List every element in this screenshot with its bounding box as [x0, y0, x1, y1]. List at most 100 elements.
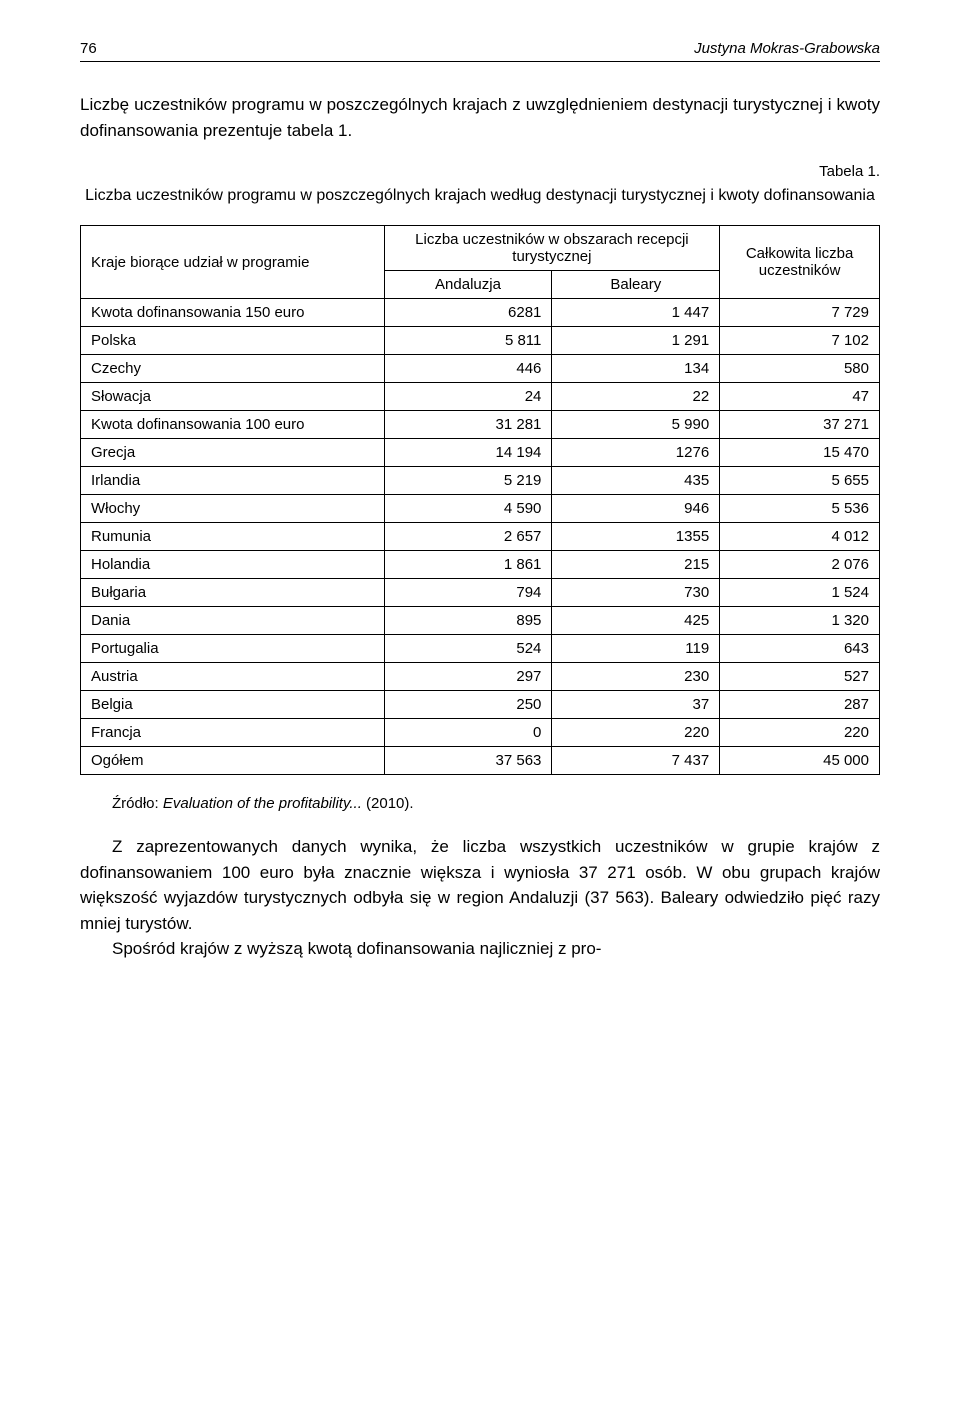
row-label: Holandia: [81, 551, 385, 579]
row-label: Słowacja: [81, 383, 385, 411]
table-source: Źródło: Evaluation of the profitability.…: [80, 795, 880, 812]
row-value-baleary: 425: [552, 607, 720, 635]
page-header: 76 Justyna Mokras-Grabowska: [80, 40, 880, 62]
row-value-total: 37 271: [720, 411, 880, 439]
row-value-andaluzja: 37 563: [384, 747, 552, 775]
row-label: Polska: [81, 327, 385, 355]
intro-paragraph: Liczbę uczestników programu w poszczegól…: [80, 92, 880, 143]
table-row: Austria297230527: [81, 663, 880, 691]
row-value-total: 2 076: [720, 551, 880, 579]
source-italic: Evaluation of the profitability...: [163, 795, 362, 812]
row-value-baleary: 230: [552, 663, 720, 691]
row-value-total: 287: [720, 691, 880, 719]
row-value-total: 527: [720, 663, 880, 691]
row-label: Kwota dofinansowania 100 euro: [81, 411, 385, 439]
header-col-group-participants: Liczba uczestników w obszarach recepcji …: [384, 226, 720, 271]
row-value-baleary: 5 990: [552, 411, 720, 439]
body-paragraph-1: Z zaprezentowanych danych wynika, że lic…: [80, 834, 880, 936]
row-label: Bułgaria: [81, 579, 385, 607]
row-value-andaluzja: 2 657: [384, 523, 552, 551]
row-label: Kwota dofinansowania 150 euro: [81, 299, 385, 327]
table-row: Portugalia524119643: [81, 635, 880, 663]
row-label: Belgia: [81, 691, 385, 719]
row-value-baleary: 7 437: [552, 747, 720, 775]
row-value-andaluzja: 297: [384, 663, 552, 691]
row-value-andaluzja: 446: [384, 355, 552, 383]
row-value-andaluzja: 14 194: [384, 439, 552, 467]
header-col-countries: Kraje biorące udział w programie: [81, 226, 385, 299]
table-row: Czechy446134580: [81, 355, 880, 383]
row-value-andaluzja: 524: [384, 635, 552, 663]
row-value-total: 47: [720, 383, 880, 411]
data-table: Kraje biorące udział w programie Liczba …: [80, 225, 880, 775]
row-value-total: 643: [720, 635, 880, 663]
row-value-andaluzja: 31 281: [384, 411, 552, 439]
row-value-andaluzja: 0: [384, 719, 552, 747]
table-row: Rumunia2 65713554 012: [81, 523, 880, 551]
row-label: Dania: [81, 607, 385, 635]
row-value-total: 580: [720, 355, 880, 383]
table-row: Holandia1 8612152 076: [81, 551, 880, 579]
page-number: 76: [80, 40, 97, 57]
source-suffix: (2010).: [362, 795, 414, 812]
row-value-baleary: 1 291: [552, 327, 720, 355]
source-prefix: Źródło:: [112, 795, 163, 812]
header-col-total: Całkowita liczba uczestników: [720, 226, 880, 299]
row-value-andaluzja: 4 590: [384, 495, 552, 523]
row-label: Włochy: [81, 495, 385, 523]
row-value-baleary: 220: [552, 719, 720, 747]
row-value-total: 45 000: [720, 747, 880, 775]
row-value-baleary: 22: [552, 383, 720, 411]
row-value-baleary: 1 447: [552, 299, 720, 327]
row-value-total: 5 655: [720, 467, 880, 495]
table-body: Kwota dofinansowania 150 euro62811 4477 …: [81, 299, 880, 775]
row-label: Ogółem: [81, 747, 385, 775]
row-value-baleary: 946: [552, 495, 720, 523]
row-value-baleary: 134: [552, 355, 720, 383]
row-value-andaluzja: 895: [384, 607, 552, 635]
row-value-andaluzja: 6281: [384, 299, 552, 327]
table-row: Kwota dofinansowania 150 euro62811 4477 …: [81, 299, 880, 327]
body-paragraph-2: Spośród krajów z wyższą kwotą dofinansow…: [80, 936, 880, 962]
row-value-baleary: 215: [552, 551, 720, 579]
table-caption: Liczba uczestników programu w poszczegól…: [80, 185, 880, 207]
row-label: Grecja: [81, 439, 385, 467]
row-value-andaluzja: 250: [384, 691, 552, 719]
row-value-baleary: 37: [552, 691, 720, 719]
row-value-andaluzja: 1 861: [384, 551, 552, 579]
table-row: Włochy4 5909465 536: [81, 495, 880, 523]
row-value-total: 1 524: [720, 579, 880, 607]
row-value-andaluzja: 794: [384, 579, 552, 607]
row-value-andaluzja: 5 219: [384, 467, 552, 495]
table-row: Grecja14 194127615 470: [81, 439, 880, 467]
header-col-baleary: Baleary: [552, 271, 720, 299]
row-value-baleary: 730: [552, 579, 720, 607]
row-label: Rumunia: [81, 523, 385, 551]
row-value-total: 7 729: [720, 299, 880, 327]
row-value-andaluzja: 5 811: [384, 327, 552, 355]
table-row: Kwota dofinansowania 100 euro31 2815 990…: [81, 411, 880, 439]
row-value-baleary: 1276: [552, 439, 720, 467]
table-row: Słowacja242247: [81, 383, 880, 411]
row-value-total: 220: [720, 719, 880, 747]
table-row: Ogółem37 5637 43745 000: [81, 747, 880, 775]
table-row: Francja0220220: [81, 719, 880, 747]
table-row: Dania8954251 320: [81, 607, 880, 635]
row-value-total: 15 470: [720, 439, 880, 467]
row-value-baleary: 1355: [552, 523, 720, 551]
table-label: Tabela 1.: [80, 163, 880, 180]
row-label: Francja: [81, 719, 385, 747]
row-value-total: 5 536: [720, 495, 880, 523]
table-row: Bułgaria7947301 524: [81, 579, 880, 607]
header-col-andaluzja: Andaluzja: [384, 271, 552, 299]
row-value-total: 7 102: [720, 327, 880, 355]
row-label: Portugalia: [81, 635, 385, 663]
row-value-total: 4 012: [720, 523, 880, 551]
table-row: Polska5 8111 2917 102: [81, 327, 880, 355]
table-row: Belgia25037287: [81, 691, 880, 719]
row-value-baleary: 119: [552, 635, 720, 663]
table-row: Irlandia5 2194355 655: [81, 467, 880, 495]
row-value-andaluzja: 24: [384, 383, 552, 411]
row-label: Irlandia: [81, 467, 385, 495]
row-label: Czechy: [81, 355, 385, 383]
